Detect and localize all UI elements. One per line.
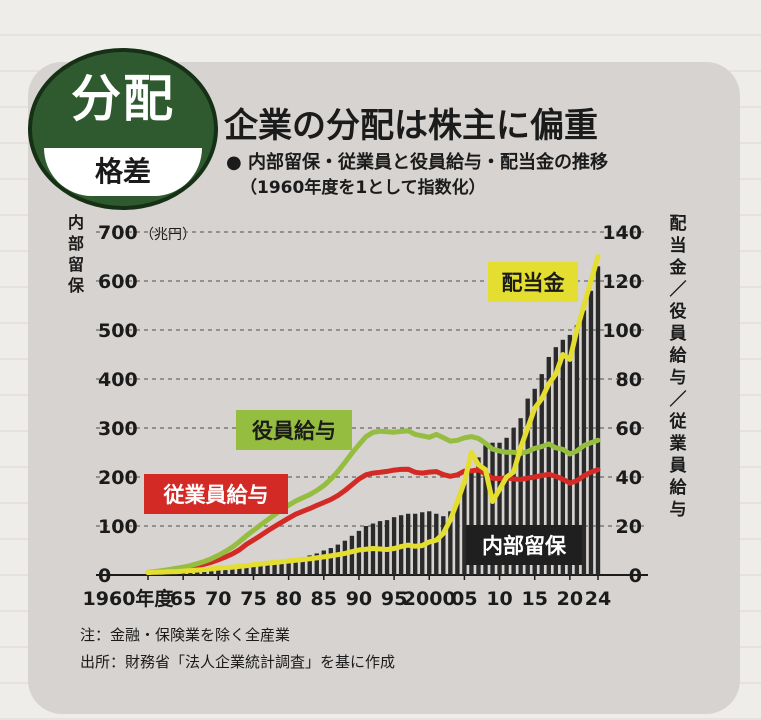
retained-earnings-bar xyxy=(265,564,270,575)
x-tick-label: 75 xyxy=(240,588,266,610)
series-label: 内部留保 xyxy=(482,534,567,558)
retained-earnings-bar xyxy=(511,428,516,575)
retained-earnings-bar xyxy=(469,472,474,575)
right-tick-label: 20 xyxy=(616,516,642,538)
retained-earnings-bar xyxy=(293,558,298,575)
retained-earnings-bar xyxy=(300,557,305,575)
left-axis-title: 内部留保 xyxy=(67,213,84,295)
left-tick-label: 500 xyxy=(98,320,138,342)
left-tick-label: 300 xyxy=(98,418,138,440)
retained-earnings-bar xyxy=(328,548,333,575)
retained-earnings-bar xyxy=(560,339,566,575)
retained-earnings-bar xyxy=(546,356,551,575)
retained-earnings-bar xyxy=(532,388,537,575)
retained-earnings-bar xyxy=(525,398,530,575)
retained-earnings-bar xyxy=(216,570,221,575)
retained-earnings-bar xyxy=(209,571,214,575)
right-tick-label: 100 xyxy=(602,320,642,342)
x-tick-label: 24 xyxy=(585,588,611,610)
retained-earnings-bar xyxy=(462,481,467,575)
retained-earnings-bar xyxy=(553,347,558,575)
series-line-従業員給与 xyxy=(145,466,601,575)
chart-title: 企業の分配は株主に偏重 xyxy=(224,106,598,146)
right-tick-label: 40 xyxy=(616,467,642,489)
retained-earnings-bar xyxy=(518,418,523,575)
retained-earnings-bar xyxy=(349,535,355,575)
retained-earnings-bar xyxy=(455,501,460,575)
retained-earnings-bar xyxy=(223,569,228,575)
retained-earnings-bar xyxy=(286,560,291,575)
retained-earnings-bar xyxy=(251,566,256,575)
retained-earnings-bar xyxy=(595,266,601,575)
series-label: 従業員給与 xyxy=(163,483,269,507)
retained-earnings-bar xyxy=(588,290,594,575)
right-tick-label: 120 xyxy=(602,271,642,293)
retained-earnings-bar xyxy=(272,563,277,575)
x-tick-label: 80 xyxy=(275,588,301,610)
left-tick-label: 200 xyxy=(98,467,138,489)
right-tick-label: 140 xyxy=(602,222,642,244)
x-tick-label: 65 xyxy=(170,588,196,610)
x-tick-label: 90 xyxy=(346,588,372,610)
retained-earnings-bar xyxy=(441,516,446,575)
badge-main-label: 分配 xyxy=(71,70,175,128)
left-tick-label: 700 xyxy=(98,222,138,244)
retained-earnings-bar xyxy=(483,445,488,575)
badge-sub-label: 格差 xyxy=(44,148,202,196)
retained-earnings-bar xyxy=(504,437,509,575)
retained-earnings-bar xyxy=(581,310,587,575)
chart-footnote: 注：金融・保険業を除く全産業 xyxy=(80,626,291,644)
retained-earnings-bar xyxy=(188,572,193,575)
series-label-box xyxy=(144,474,288,514)
left-axis-unit: （兆円） xyxy=(140,227,196,243)
retained-earnings-bar xyxy=(321,550,326,575)
series-label: 役員給与 xyxy=(252,419,336,443)
retained-earnings-bar xyxy=(195,572,200,575)
retained-earnings-bar xyxy=(356,530,362,575)
retained-earnings-bar xyxy=(434,513,439,575)
retained-earnings-bar xyxy=(237,567,242,575)
x-tick-label: 2000 xyxy=(403,588,456,610)
retained-earnings-bar xyxy=(258,565,263,575)
series-label-box xyxy=(466,525,582,565)
left-tick-label: 400 xyxy=(98,369,138,391)
x-tick-label: 1960年度 xyxy=(83,587,175,610)
section-badge: 分配 格差 xyxy=(28,48,218,210)
right-tick-label: 60 xyxy=(616,418,642,440)
retained-earnings-bar xyxy=(307,555,312,575)
left-tick-label: 100 xyxy=(98,516,138,538)
series-label-box xyxy=(488,262,578,302)
x-tick-label: 05 xyxy=(451,588,477,610)
x-tick-label: 70 xyxy=(205,588,231,610)
x-tick-label: 20 xyxy=(557,588,583,610)
retained-earnings-bar xyxy=(314,553,319,575)
chart-subtitle-note: （1960年度を1として指数化） xyxy=(240,178,486,198)
retained-earnings-bar xyxy=(490,442,495,575)
retained-earnings-bar xyxy=(497,442,502,575)
retained-earnings-bar xyxy=(202,571,207,575)
left-tick-label: 600 xyxy=(98,271,138,293)
series-label-box xyxy=(236,410,352,450)
x-tick-label: 85 xyxy=(311,588,337,610)
series-label: 配当金 xyxy=(502,271,566,295)
retained-earnings-bar xyxy=(448,511,453,575)
retained-earnings-bar xyxy=(342,540,348,575)
retained-earnings-bar xyxy=(180,573,186,575)
x-tick-label: 15 xyxy=(521,588,547,610)
x-tick-label: 95 xyxy=(381,588,407,610)
chart-subtitle: ● 内部留保・従業員と役員給与・配当金の推移 xyxy=(226,152,608,173)
retained-earnings-bar xyxy=(476,457,481,575)
retained-earnings-bar xyxy=(279,562,284,575)
series-line-配当金 xyxy=(145,254,601,575)
series-line-役員給与 xyxy=(145,428,601,575)
retained-earnings-bar xyxy=(335,544,341,575)
retained-earnings-bar xyxy=(230,568,235,575)
chart-source: 出所：財務省「法人企業統計調査」を基に作成 xyxy=(80,653,396,671)
right-axis-title: 配当金／役員給与／従業員給与 xyxy=(669,214,687,520)
right-tick-label: 80 xyxy=(616,369,642,391)
retained-earnings-bar xyxy=(244,566,249,575)
x-tick-label: 10 xyxy=(486,588,512,610)
